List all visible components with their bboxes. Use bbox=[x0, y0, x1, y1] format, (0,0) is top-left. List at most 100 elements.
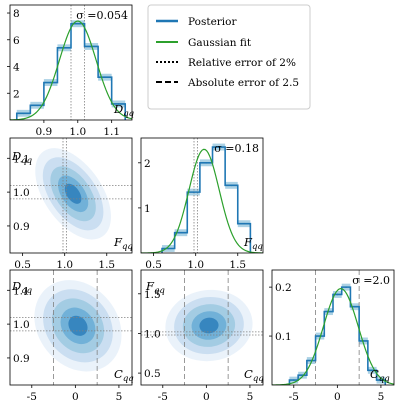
hist-c-qq-xtick-label: 5 bbox=[378, 391, 385, 403]
contour-c-d-frame bbox=[9, 269, 133, 386]
f-qq-letter-1: F bbox=[113, 235, 123, 249]
f-qq-letter-2: F bbox=[243, 235, 253, 249]
axis-name-labels: Dqq Dqq Fqq Fqq Dqq Cqq Fqq Cqq Cqq bbox=[11, 102, 390, 384]
hist-d-qq-xtick-label: 1.0 bbox=[69, 126, 86, 138]
contour-f-d-frame bbox=[9, 137, 133, 254]
hist-c-qq-bin-point bbox=[353, 305, 356, 308]
hist-c-qq-sigma-label: σ =2.0 bbox=[352, 274, 390, 287]
legend: Posterior Gaussian fit Relative error of… bbox=[147, 4, 311, 110]
hist-d-qq-ytick-label: 2 bbox=[13, 88, 20, 100]
c-qq-sub-2: qq bbox=[253, 374, 264, 384]
contour-f-d-xtick-label: 1.0 bbox=[56, 259, 73, 271]
hist-d-qq-panel: 0.9 1.0 1.1 2 4 6 8 σ =0.054 bbox=[7, 4, 133, 138]
hist-f-qq-xtick-label: 1.0 bbox=[187, 259, 204, 271]
f-qq-sub-3: qq bbox=[154, 286, 165, 296]
hist-f-qq-bin-point bbox=[218, 146, 220, 148]
hist-d-qq-ytick-label: 8 bbox=[13, 8, 20, 20]
contour-c-d-ytick-label: 1.1 bbox=[13, 285, 30, 297]
legend-absolute-label: Absolute error of 2.5 bbox=[187, 77, 299, 89]
contour-c-d-ytick-label: 0.9 bbox=[13, 353, 30, 365]
hist-f-qq-bin-point bbox=[192, 191, 195, 193]
contour-c-d-panel: -5 0 5 0.9 1.0 1.1 bbox=[7, 269, 133, 403]
hist-f-qq-gaussian-fit bbox=[141, 148, 263, 253]
hist-c-qq-bin-point bbox=[336, 293, 339, 296]
contour-c-f-frame bbox=[140, 269, 264, 386]
contour-f-d-xtick-label: 1.5 bbox=[98, 259, 115, 271]
c-qq-label-hist: Cqq bbox=[370, 367, 390, 384]
hist-d-qq-gaussian-fit bbox=[10, 20, 132, 120]
hist-f-qq-bin-point bbox=[167, 247, 170, 250]
hist-f-qq-frame bbox=[140, 137, 264, 254]
contour-c-d-xtick-label: -5 bbox=[27, 391, 37, 403]
contour-f-d-ytick-label: 1.0 bbox=[13, 187, 30, 199]
hist-c-qq-ytick-label: 0.1 bbox=[275, 331, 292, 343]
contour-f-d-xtick-label: 0.5 bbox=[14, 259, 31, 271]
hist-c-qq-xtick-label: -5 bbox=[289, 391, 299, 403]
f-qq-letter-3: F bbox=[145, 279, 155, 293]
contour-c-f-xtick-label: -5 bbox=[158, 391, 168, 403]
d-qq-letter-2: D bbox=[11, 279, 21, 293]
contour-f-d-ytick-label: 1.1 bbox=[13, 153, 30, 165]
hist-c-qq-frame bbox=[271, 269, 395, 386]
d-qq-sub-1: qq bbox=[21, 156, 32, 166]
hist-d-qq-posterior-step bbox=[15, 22, 127, 120]
c-qq-sub-1: qq bbox=[123, 374, 134, 384]
hist-d-qq-bin-point bbox=[36, 104, 38, 107]
f-qq-label-2: Fqq bbox=[145, 279, 165, 296]
hist-d-qq-frame bbox=[9, 4, 133, 121]
hist-c-qq-ytick-label: 0.2 bbox=[275, 282, 292, 294]
c-qq-letter-2: C bbox=[244, 367, 253, 381]
contour-c-d-xtick-label: 5 bbox=[116, 391, 123, 403]
f-qq-label-1: Fqq bbox=[113, 235, 133, 252]
hist-d-qq-plot-area bbox=[10, 5, 132, 120]
contour-c-f-xtick-label: 5 bbox=[247, 391, 254, 403]
hist-c-qq-panel: -5 0 5 0.1 0.2 σ =2.0 bbox=[269, 269, 395, 403]
hist-f-qq-ytick-label: 1 bbox=[144, 203, 151, 215]
hist-c-qq-bin-point bbox=[371, 369, 374, 372]
hist-c-qq-bin-point bbox=[345, 286, 347, 288]
hist-c-qq-xtick-label: 0 bbox=[334, 391, 341, 403]
hist-d-qq-bin-point bbox=[76, 22, 79, 25]
hist-f-qq-plot-area bbox=[141, 138, 263, 253]
hist-d-qq-sigma-label: σ =0.054 bbox=[76, 9, 128, 22]
d-qq-letter-1: D bbox=[11, 149, 21, 163]
d-qq-sub-2: qq bbox=[21, 286, 32, 296]
d-qq-label-1: Dqq bbox=[11, 149, 33, 166]
hist-f-qq-bin-point bbox=[243, 222, 245, 225]
hist-f-qq-bin-point bbox=[180, 231, 182, 234]
legend-relative-label: Relative error of 2% bbox=[188, 57, 296, 69]
hist-f-qq-xtick-label: 0.5 bbox=[145, 259, 162, 271]
contour-c-d-xtick-label: 0 bbox=[72, 391, 79, 403]
c-qq-label-2: Cqq bbox=[244, 367, 264, 384]
hist-f-qq-panel: 0.5 1.0 1.5 1 2 σ =0.18 bbox=[138, 137, 264, 271]
contour-c-d-plot-area bbox=[10, 270, 132, 385]
contour-c-d-ytick-label: 1.0 bbox=[13, 319, 30, 331]
hist-d-qq-xtick-label: 0.9 bbox=[36, 126, 53, 138]
hist-d-qq-bin-point bbox=[104, 76, 106, 79]
hist-d-qq-bin-point bbox=[49, 81, 52, 84]
contour-c-f-plot-area bbox=[141, 270, 263, 385]
contour-c-f-xtick-label: 0 bbox=[203, 391, 210, 403]
hist-c-qq-bin-point bbox=[380, 379, 382, 381]
d-qq-letter: D bbox=[113, 102, 123, 116]
c-qq-label-1: Cqq bbox=[114, 367, 134, 384]
contour-f-d-ytick-label: 0.9 bbox=[13, 221, 30, 233]
hist-f-qq-ytick-label: 2 bbox=[144, 158, 151, 170]
contour-c-f-ytick-label: 0.5 bbox=[144, 368, 161, 380]
f-qq-sub-2: qq bbox=[252, 242, 263, 252]
hist-f-qq-sigma-label: σ =0.18 bbox=[214, 142, 259, 155]
f-qq-sub-1: qq bbox=[122, 242, 133, 252]
c-qq-sub-3: qq bbox=[379, 374, 390, 384]
legend-frame bbox=[147, 4, 311, 110]
f-qq-label-hist: Fqq bbox=[243, 235, 263, 252]
contour-c-f-ytick-label: 1.0 bbox=[144, 328, 161, 340]
hist-c-qq-gaussian-fit bbox=[272, 287, 394, 385]
c-qq-letter-1: C bbox=[114, 367, 123, 381]
d-qq-sub: qq bbox=[123, 109, 134, 119]
contour-c-f-density-contour bbox=[199, 317, 219, 334]
contour-c-f-ytick-label: 1.5 bbox=[144, 289, 161, 301]
hist-f-qq-xtick-label: 1.5 bbox=[229, 259, 246, 271]
legend-posterior-label: Posterior bbox=[188, 16, 237, 28]
d-qq-label-2: Dqq bbox=[11, 279, 33, 296]
